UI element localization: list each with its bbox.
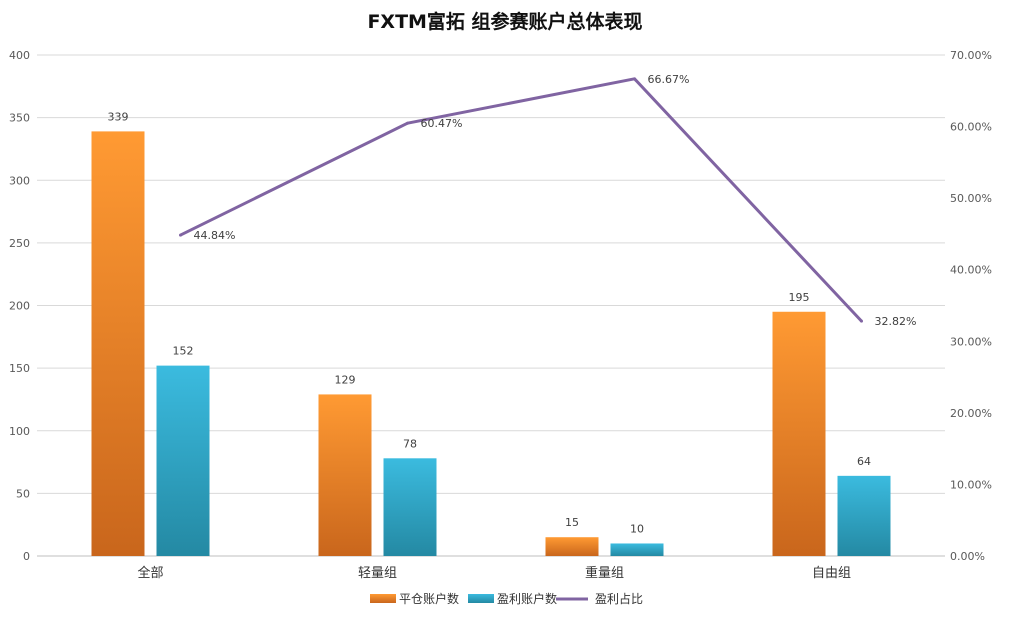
- ratio-line: 44.84% 60.47% 66.67% 32.82%: [179, 73, 916, 328]
- left-tick-label: 400: [9, 49, 30, 62]
- ratio-series-line: [179, 77, 863, 323]
- bar-closed-accounts: [545, 537, 599, 556]
- right-tick-label: 70.00%: [950, 49, 992, 62]
- legend-swatch: [468, 594, 494, 603]
- legend-swatch: [370, 594, 396, 603]
- bar-data-label: 10: [630, 522, 644, 535]
- legend-label: 盈利账户数: [497, 591, 557, 606]
- right-tick-label: 40.00%: [950, 264, 992, 277]
- ratio-point: [633, 77, 636, 81]
- category-labels: 全部 轻量组 重量组 自由组: [137, 565, 851, 581]
- left-tick-label: 350: [9, 112, 30, 125]
- bar-profitable-accounts: [156, 365, 210, 556]
- category-label: 轻量组: [358, 566, 397, 581]
- bar-profitable-accounts: [383, 458, 437, 556]
- category-label: 自由组: [812, 566, 851, 581]
- left-tick-label: 250: [9, 237, 30, 250]
- legend: 平仓账户数 盈利账户数 盈利占比: [370, 591, 643, 606]
- right-tick-label: 20.00%: [950, 407, 992, 420]
- left-tick-label: 150: [9, 362, 30, 375]
- right-tick-label: 10.00%: [950, 478, 992, 491]
- category-label: 重量组: [585, 565, 624, 581]
- left-tick-label: 0: [23, 550, 30, 563]
- ratio-point: [179, 233, 182, 237]
- left-tick-label: 50: [16, 487, 30, 500]
- bar-data-label: 152: [173, 345, 194, 358]
- ratio-point: [860, 319, 863, 323]
- bars: 339 152 129 78 15 10 195 64: [91, 110, 891, 556]
- bar-data-label: 64: [857, 455, 871, 468]
- left-axis-ticks: 0 50 100 150 200 250 300 350 400: [9, 49, 30, 563]
- bar-closed-accounts: [772, 311, 826, 556]
- ratio-data-label: 32.82%: [875, 315, 917, 328]
- bar-profitable-accounts: [837, 475, 891, 556]
- ratio-data-label: 44.84%: [194, 229, 236, 242]
- right-axis-ticks: 0.00% 10.00% 20.00% 30.00% 40.00% 50.00% 60.00…: [950, 49, 992, 563]
- bar-closed-accounts: [91, 131, 145, 556]
- ratio-data-label: 60.47%: [421, 117, 463, 130]
- right-tick-label: 0.00%: [950, 550, 985, 563]
- bar-profitable-accounts: [610, 543, 664, 556]
- left-tick-label: 300: [9, 174, 30, 187]
- left-tick-label: 100: [9, 425, 30, 438]
- bar-data-label: 129: [335, 373, 356, 386]
- bar-data-label: 339: [108, 110, 129, 123]
- right-tick-label: 30.00%: [950, 335, 992, 348]
- ratio-data-label: 66.67%: [648, 73, 690, 86]
- legend-label: 盈利占比: [595, 591, 643, 606]
- bar-data-label: 78: [403, 437, 417, 450]
- bar-data-label: 195: [789, 291, 810, 304]
- bar-data-label: 15: [565, 516, 579, 529]
- ratio-point: [406, 121, 409, 125]
- right-tick-label: 50.00%: [950, 192, 992, 205]
- category-label: 全部: [137, 565, 163, 581]
- legend-label: 平仓账户数: [399, 591, 459, 606]
- bar-closed-accounts: [318, 394, 372, 556]
- chart-title: FXTM富拓 组参赛账户总体表现: [367, 10, 642, 33]
- left-tick-label: 200: [9, 300, 30, 313]
- right-tick-label: 60.00%: [950, 121, 992, 134]
